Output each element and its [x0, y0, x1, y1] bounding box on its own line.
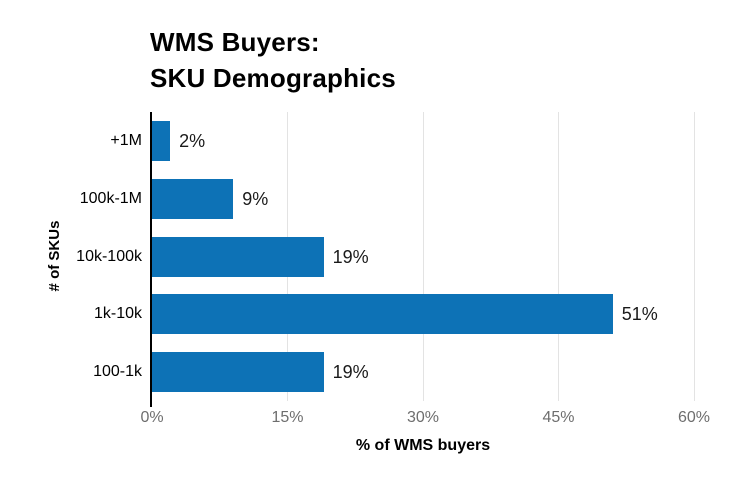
bar [152, 120, 171, 161]
bar [152, 236, 324, 277]
gridline [422, 112, 424, 401]
category-label: 10k-100k [76, 247, 142, 265]
chart-title-line2: SKU Demographics [150, 63, 396, 93]
bar-value-label: 19% [332, 362, 369, 383]
x-tick-label: 0% [140, 409, 164, 426]
bar [152, 178, 234, 219]
chart-title: WMS Buyers: SKU Demographics [150, 24, 396, 96]
bar-value-label: 19% [332, 246, 369, 267]
x-tick-label: 45% [542, 409, 575, 426]
x-tick-label: 60% [677, 409, 711, 426]
x-tick-label: 15% [271, 409, 304, 426]
gridline [693, 112, 695, 401]
category-label: +1M [110, 131, 142, 149]
category-label: 100k-1M [79, 189, 142, 207]
x-axis-title: % of WMS buyers [355, 437, 491, 454]
bar-value-label: 2% [179, 130, 206, 151]
chart-title-line1: WMS Buyers: [150, 27, 320, 57]
bar [152, 294, 613, 335]
plot-area: 2% 9% 19% 51% 19% [150, 112, 695, 407]
gridline [558, 112, 559, 401]
bar [152, 352, 324, 393]
x-tick-label: 30% [406, 409, 440, 426]
y-axis-line [150, 112, 152, 407]
bar-value-label: 51% [621, 304, 658, 325]
category-label: 100-1k [93, 363, 142, 381]
bar-value-label: 9% [242, 188, 269, 209]
category-label: 1k-10k [93, 305, 142, 323]
